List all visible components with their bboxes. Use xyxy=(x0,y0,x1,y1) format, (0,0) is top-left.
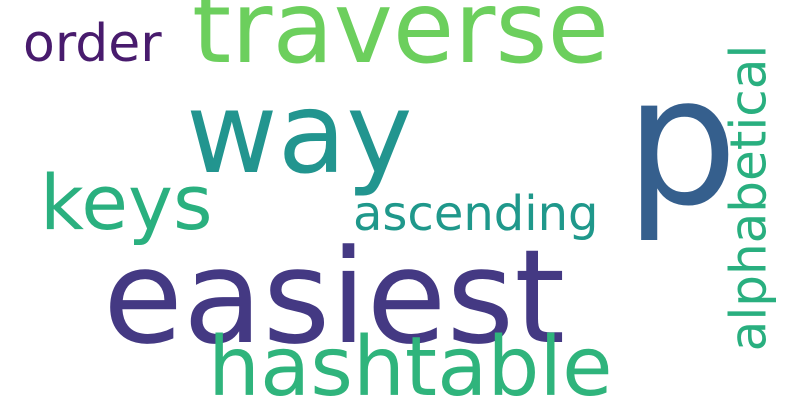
word-easiest: easiest xyxy=(103,221,566,373)
word-ascending: ascending xyxy=(353,186,599,242)
word-alphabetical: alphabetical xyxy=(719,44,778,352)
word-way: way xyxy=(186,69,413,199)
word-hashtable: hashtable xyxy=(208,320,613,400)
word-p: p xyxy=(625,38,738,245)
word-keys: keys xyxy=(40,158,213,247)
word-traverse: traverse xyxy=(192,0,610,86)
word-order: order xyxy=(23,14,162,74)
